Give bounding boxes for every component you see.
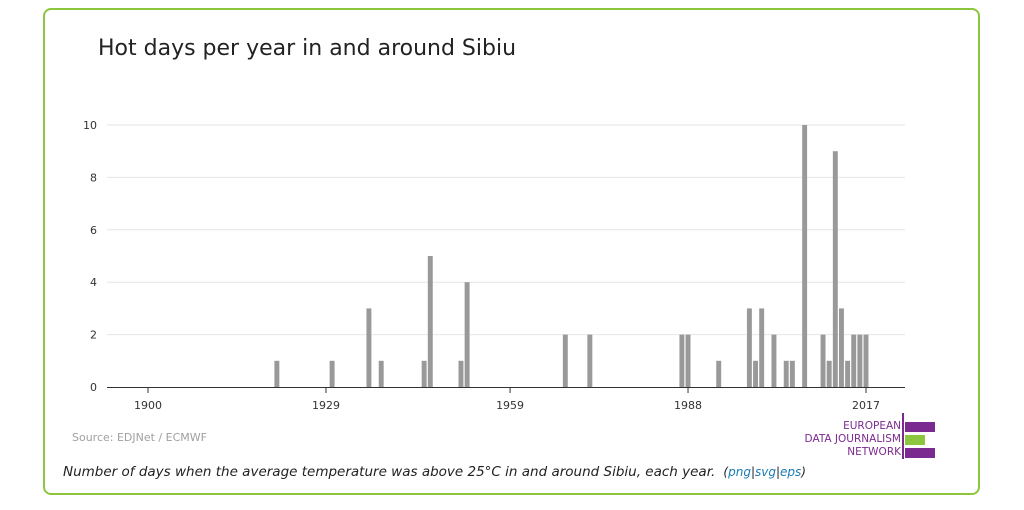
x-tick-label: 1929	[312, 399, 340, 412]
logo-bar-purple-top	[905, 422, 935, 432]
x-tick-label: 1959	[496, 399, 524, 412]
y-tick-label: 4	[90, 276, 97, 289]
bar-2017	[863, 334, 869, 387]
bar-1951	[458, 360, 464, 387]
download-svg-link[interactable]: svg	[754, 465, 776, 479]
bar-2007	[802, 125, 808, 387]
bar-1999	[753, 360, 759, 387]
logo-divider	[902, 413, 904, 459]
bar-2002	[771, 334, 777, 387]
y-tick-label: 8	[90, 171, 97, 184]
bar-1987	[679, 334, 685, 387]
download-png-link[interactable]: png	[728, 465, 751, 479]
bar-2004	[783, 360, 789, 387]
source-note: Source: EDJNet / ECMWF	[72, 431, 207, 444]
y-tick-label: 6	[90, 224, 97, 237]
y-tick-label: 0	[90, 381, 97, 394]
bar-2005	[789, 360, 795, 387]
x-tick-label: 2017	[852, 399, 880, 412]
bar-2016	[857, 334, 863, 387]
logo-line-2: DATA JOURNALISM	[804, 433, 901, 445]
caption-paren-close: )	[801, 465, 806, 479]
bar-1936	[366, 308, 372, 387]
logo-line-1: EUROPEAN	[843, 420, 901, 432]
bar-1945	[421, 360, 427, 387]
link-separator: |	[750, 465, 755, 479]
bar-chart: 0 2 4 6 8 10 1900 1929 1959 1988 2017	[83, 119, 905, 412]
chart-card: Hot days per year in and around Sibiu 0 2…	[43, 8, 980, 495]
bar-2011	[826, 360, 832, 387]
bar-1946	[427, 256, 433, 387]
chart-title: Hot days per year in and around Sibiu	[98, 36, 517, 61]
bar-1972	[587, 334, 593, 387]
caption-text: Number of days when the average temperat…	[63, 464, 716, 480]
bar-2013	[838, 308, 844, 387]
logo-line-3: NETWORK	[847, 446, 901, 458]
bar-2010	[820, 334, 826, 387]
bar-1968	[562, 334, 568, 387]
y-tick-label: 10	[83, 119, 97, 132]
bar-2015	[851, 334, 857, 387]
bar-1998	[746, 308, 752, 387]
x-tick-label: 1988	[674, 399, 702, 412]
bar-2014	[845, 360, 851, 387]
link-separator: |	[775, 465, 781, 479]
bar-1993	[716, 360, 722, 387]
download-eps-link[interactable]: eps	[780, 465, 802, 479]
bar-2000	[759, 308, 765, 387]
bar-1921	[274, 360, 280, 387]
bar-2012	[832, 151, 838, 387]
y-tick-label: 2	[90, 329, 97, 342]
x-tick-label: 1900	[134, 399, 162, 412]
edjnet-logo[interactable]: EUROPEAN DATA JOURNALISM NETWORK	[785, 413, 935, 459]
caption-paren-open: (	[719, 465, 729, 479]
caption: Number of days when the average temperat…	[63, 464, 806, 480]
logo-bar-purple-bottom	[905, 448, 935, 458]
logo-bar-green	[905, 435, 925, 445]
bar-1988	[685, 334, 691, 387]
bar-1938	[378, 360, 384, 387]
bar-1930	[329, 360, 335, 387]
bar-1952	[464, 282, 470, 387]
